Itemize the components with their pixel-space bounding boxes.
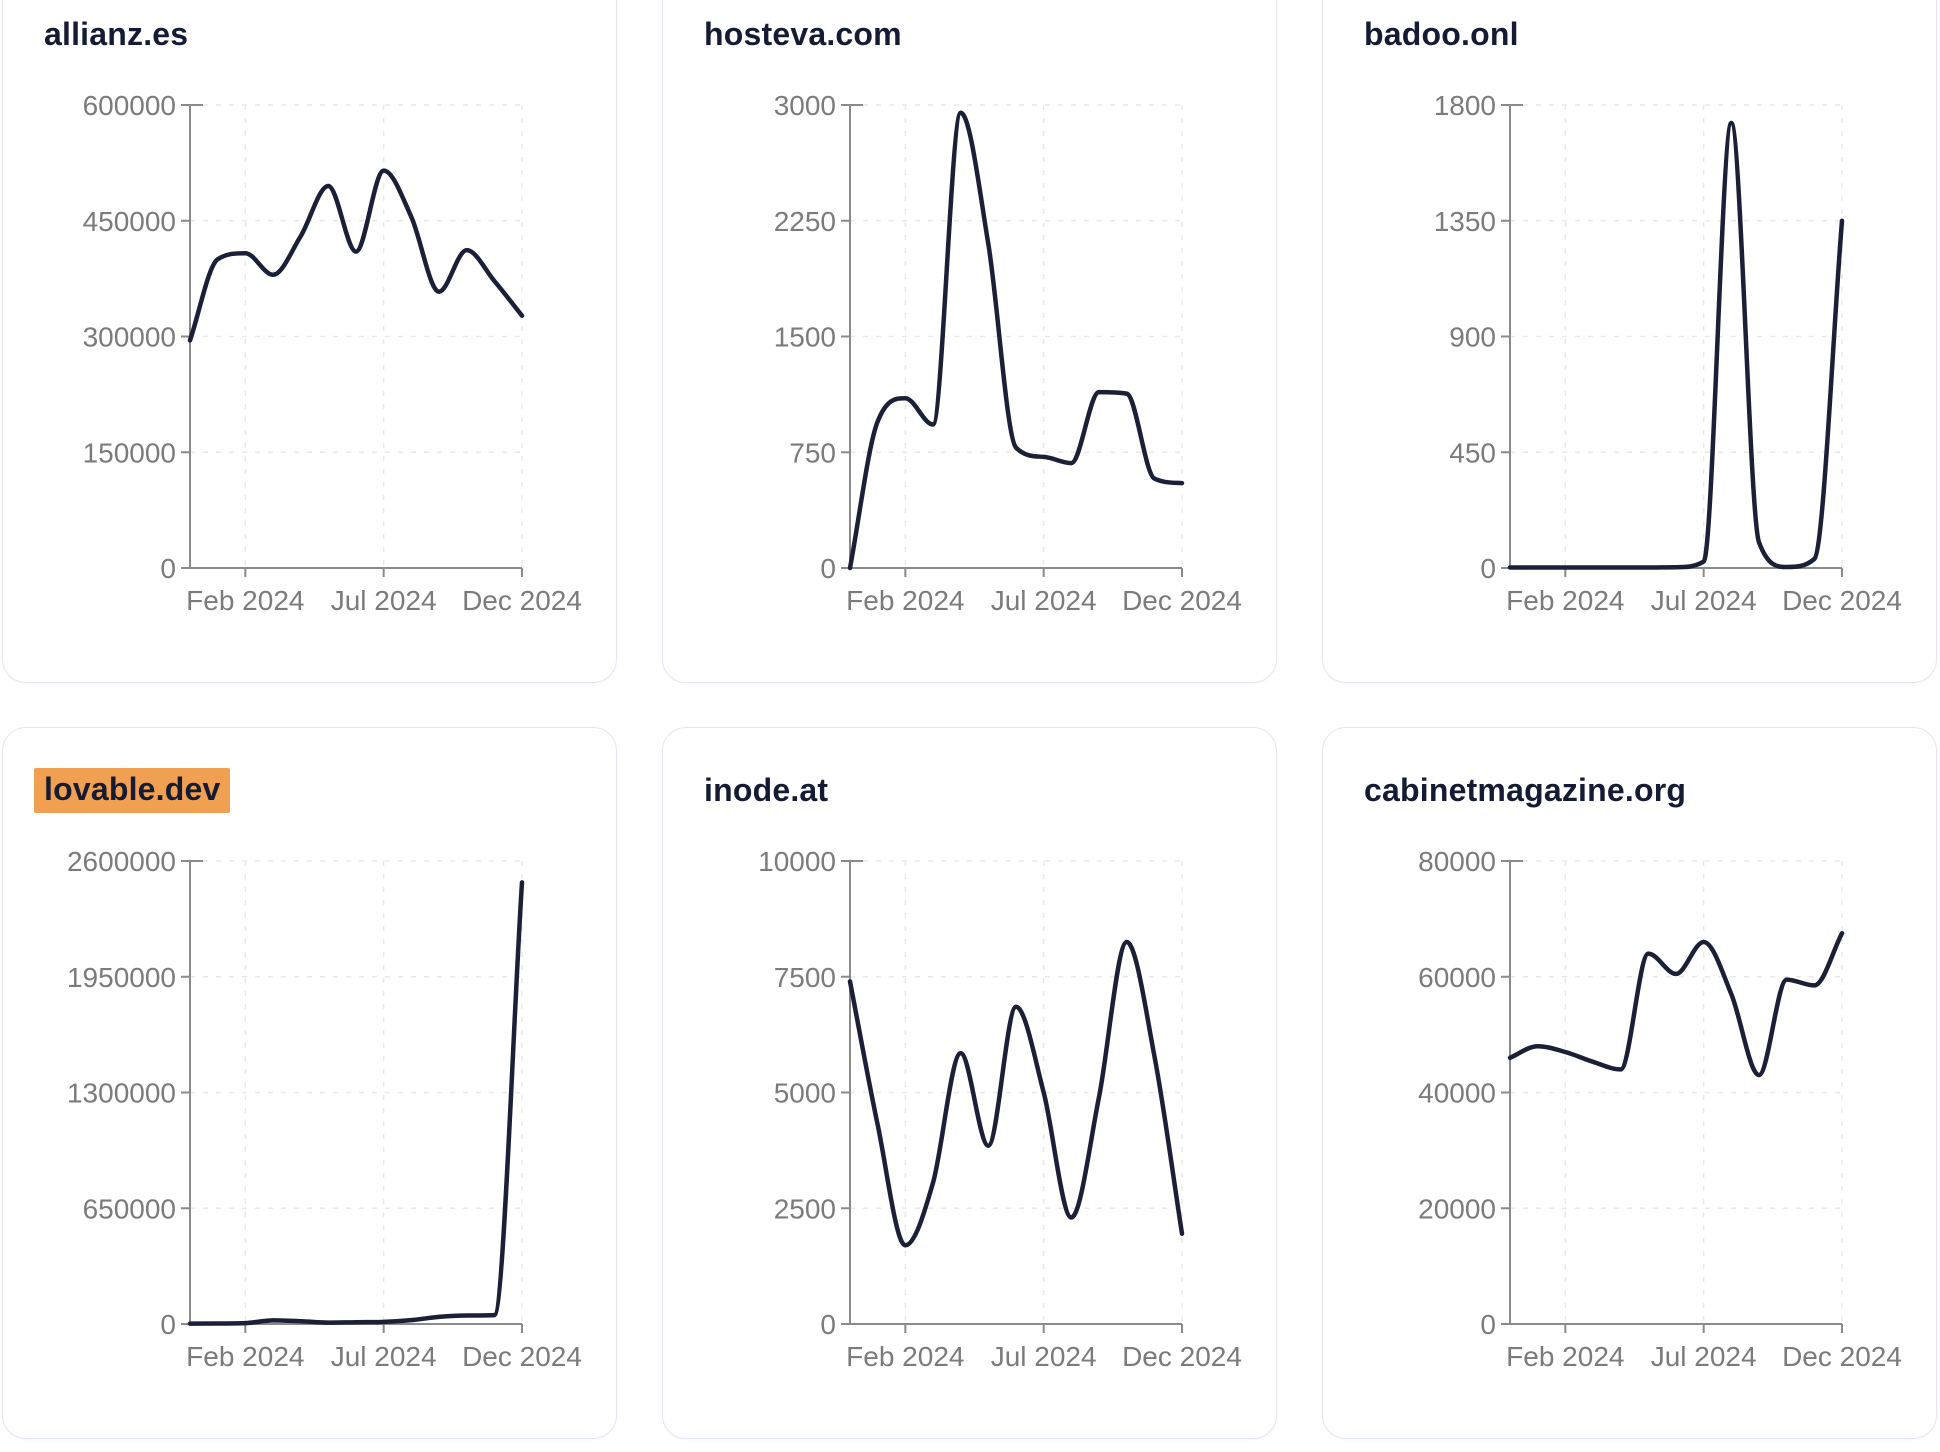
svg-text:Feb 2024: Feb 2024	[186, 1341, 304, 1372]
svg-text:2500: 2500	[774, 1193, 836, 1224]
svg-text:0: 0	[1480, 1309, 1496, 1340]
svg-text:Jul 2024: Jul 2024	[991, 585, 1097, 616]
svg-text:0: 0	[160, 553, 176, 584]
svg-text:150000: 150000	[83, 437, 176, 468]
svg-text:Jul 2024: Jul 2024	[1651, 585, 1757, 616]
svg-text:10000: 10000	[758, 846, 836, 877]
svg-text:750: 750	[789, 437, 836, 468]
chart-title: lovable.dev	[34, 768, 230, 813]
svg-text:Feb 2024: Feb 2024	[846, 1341, 964, 1372]
svg-text:Dec 2024: Dec 2024	[1122, 585, 1242, 616]
svg-text:20000: 20000	[1418, 1193, 1496, 1224]
svg-text:60000: 60000	[1418, 962, 1496, 993]
chart-title: cabinetmagazine.org	[1364, 772, 1687, 808]
chart-card-inode: inode.at 0 2500 5000 7500 10000 Feb 2024 Jul 2…	[662, 727, 1277, 1439]
svg-text:Feb 2024: Feb 2024	[1506, 1341, 1624, 1372]
chart-card-allianz: allianz.es 0 150000 300000 450000 600000 Feb …	[2, 0, 617, 683]
svg-text:1950000: 1950000	[67, 962, 176, 993]
svg-text:300000: 300000	[83, 322, 176, 353]
line-chart: 0 450 900 1350 1800 Feb 2024 Jul 2024 Dec 2024	[1434, 90, 1902, 616]
svg-text:600000: 600000	[83, 90, 176, 121]
svg-text:Feb 2024: Feb 2024	[186, 585, 304, 616]
svg-text:40000: 40000	[1418, 1078, 1496, 1109]
svg-text:Jul 2024: Jul 2024	[991, 1341, 1097, 1372]
svg-text:0: 0	[820, 1309, 836, 1340]
svg-text:1350: 1350	[1434, 206, 1496, 237]
svg-text:450000: 450000	[83, 206, 176, 237]
chart-title: badoo.onl	[1364, 16, 1519, 52]
svg-text:Feb 2024: Feb 2024	[846, 585, 964, 616]
svg-text:5000: 5000	[774, 1078, 836, 1109]
svg-text:Dec 2024: Dec 2024	[462, 585, 582, 616]
svg-text:2600000: 2600000	[67, 846, 176, 877]
svg-text:Jul 2024: Jul 2024	[331, 585, 437, 616]
svg-text:1500: 1500	[774, 322, 836, 353]
chart-title: inode.at	[704, 772, 829, 808]
svg-text:Feb 2024: Feb 2024	[1506, 585, 1624, 616]
svg-text:2250: 2250	[774, 206, 836, 237]
line-chart: 0 2500 5000 7500 10000 Feb 2024 Jul 2024 Dec 20…	[758, 846, 1242, 1372]
svg-text:1300000: 1300000	[67, 1078, 176, 1109]
line-chart: 0 650000 1300000 1950000 2600000 Feb 2024 Jul …	[67, 846, 582, 1372]
svg-text:Jul 2024: Jul 2024	[331, 1341, 437, 1372]
svg-text:3000: 3000	[774, 90, 836, 121]
chart-card-lovable: lovable.dev 0 650000 1300000 1950000 2600000…	[2, 727, 617, 1439]
chart-card-hosteva: hosteva.com 0 750 1500 2250 3000 Feb 2024 Jul …	[662, 0, 1277, 683]
svg-text:7500: 7500	[774, 962, 836, 993]
chart-card-cabinetmagazine: cabinetmagazine.org 0 20000 40000 60000 8000…	[1322, 727, 1937, 1439]
svg-text:Dec 2024: Dec 2024	[462, 1341, 582, 1372]
line-chart: 0 150000 300000 450000 600000 Feb 2024 Jul 202…	[83, 90, 582, 616]
svg-text:Dec 2024: Dec 2024	[1782, 1341, 1902, 1372]
svg-text:900: 900	[1449, 322, 1496, 353]
svg-text:650000: 650000	[83, 1193, 176, 1224]
svg-text:Jul 2024: Jul 2024	[1651, 1341, 1757, 1372]
line-chart: 0 20000 40000 60000 80000 Feb 2024 Jul 2024 Dec…	[1418, 846, 1902, 1372]
svg-text:Dec 2024: Dec 2024	[1122, 1341, 1242, 1372]
chart-title: allianz.es	[44, 16, 189, 52]
svg-text:0: 0	[820, 553, 836, 584]
svg-text:Dec 2024: Dec 2024	[1782, 585, 1902, 616]
line-chart: 0 750 1500 2250 3000 Feb 2024 Jul 2024 Dec 2024	[774, 90, 1242, 616]
chart-title: hosteva.com	[704, 16, 902, 52]
svg-text:450: 450	[1449, 437, 1496, 468]
chart-card-badoo: badoo.onl 0 450 900 1350 1800 Feb 2024 Jul 202…	[1322, 0, 1937, 683]
svg-text:0: 0	[1480, 553, 1496, 584]
svg-text:80000: 80000	[1418, 846, 1496, 877]
svg-text:0: 0	[160, 1309, 176, 1340]
svg-text:1800: 1800	[1434, 90, 1496, 121]
